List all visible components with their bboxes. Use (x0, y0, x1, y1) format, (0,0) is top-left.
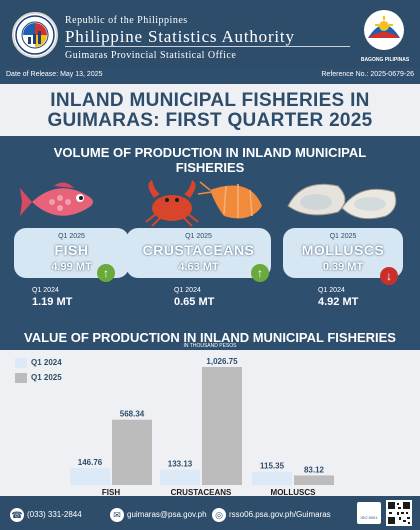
crustaceans-card: Q1 2025 CRUSTACEANS 4.63 MT (126, 228, 271, 278)
fish-prev-label: Q1 2024 (32, 287, 59, 294)
agency-block: Republic of the Philippines Philippine S… (65, 15, 295, 61)
data-label-crustaceans-q1-2024: 133.13 (168, 460, 193, 469)
fish-up-arrow-icon: ↑ (97, 264, 115, 282)
title-band: INLAND MUNICIPAL FISHERIES IN GUIMARAS: … (0, 84, 420, 136)
footer-email-text: guimaras@psa.gov.ph (127, 510, 207, 520)
agency-name: Philippine Statistics Authority (65, 27, 295, 46)
fish-card-name: FISH (54, 242, 89, 258)
crustaceans-prev-value: 0.65 MT (174, 296, 215, 308)
header-divider (65, 46, 350, 47)
volume-section: VOLUME OF PRODUCTION IN INLAND MUNICIPAL… (0, 136, 420, 326)
reference-number: Reference No.: 2025-0679-26 (321, 71, 414, 78)
main-title-line2: GUIMARAS: FIRST QUARTER 2025 (47, 110, 373, 131)
bar-fish-q1-2025 (112, 419, 152, 485)
molluscs-prev-value: 4.92 MT (318, 296, 359, 308)
molluscs-down-arrow-icon: ↓ (380, 267, 398, 285)
data-label-crustaceans-q1-2025: 1,026.75 (206, 357, 238, 366)
crustaceans-prev-label: Q1 2024 (174, 287, 201, 294)
crustaceans-up-arrow-icon: ↑ (251, 264, 269, 282)
release-bar: Date of Release: May 13, 2025 Reference … (0, 68, 420, 84)
release-date: Date of Release: May 13, 2025 (6, 71, 103, 78)
fish-prev-value: 1.19 MT (32, 296, 73, 308)
header: Republic of the Philippines Philippine S… (0, 0, 420, 68)
category-label-crustaceans: CRUSTACEANS (171, 488, 232, 496)
crustaceans-card-value: 4.63 MT (178, 261, 219, 273)
fish-card-value: 4.99 MT (51, 261, 92, 273)
fish-illustration (20, 182, 93, 216)
footer-email[interactable]: ✉ guimaras@psa.gov.ph (110, 508, 207, 522)
legend-q1-2024: Q1 2024 (15, 358, 62, 370)
molluscs-card-name: MOLLUSCS (301, 242, 385, 258)
legend-label-q1-2024: Q1 2024 (31, 358, 62, 368)
data-label-fish-q1-2024: 146.76 (78, 458, 103, 467)
iso-badge: ISO 9001 (357, 502, 381, 524)
footer-phone-text: (033) 331-2844 (27, 510, 82, 520)
psa-seal-logo (12, 12, 58, 58)
footer-web-text: rsso06.psa.gov.ph/Guimaras (229, 510, 331, 520)
value-section: VALUE OF PRODUCTION IN INLAND MUNICIPAL … (0, 326, 420, 496)
category-label-molluscs: MOLLUSCS (271, 488, 317, 496)
bagong-pilipinas-text: BAGONG PILIPINAS (360, 57, 410, 63)
data-label-fish-q1-2025: 568.34 (120, 410, 145, 419)
footer: ☎ (033) 331-2844 ✉ guimaras@psa.gov.ph ◎ rs… (0, 496, 420, 530)
bar-molluscs-q1-2025 (294, 475, 334, 485)
value-title-band: VALUE OF PRODUCTION IN INLAND MUNICIPAL … (0, 326, 420, 350)
value-subtitle: IN THOUSAND PESOS (183, 343, 237, 349)
main-title: INLAND MUNICIPAL FISHERIES IN GUIMARAS: … (0, 91, 420, 131)
email-icon: ✉ (110, 508, 124, 522)
molluscs-prev-label: Q1 2024 (318, 287, 345, 294)
molluscs-card-value: 0.39 MT (322, 261, 364, 273)
legend-swatch-q1-2025 (15, 373, 27, 383)
qr-code-icon[interactable] (386, 500, 412, 526)
bagong-pilipinas-logo (358, 8, 410, 64)
value-title: VALUE OF PRODUCTION IN INLAND MUNICIPAL … (24, 330, 396, 345)
legend-swatch-q1-2024 (15, 358, 27, 368)
crustaceans-card-name: CRUSTACEANS (142, 242, 255, 258)
footer-phone: ☎ (033) 331-2844 (10, 508, 82, 522)
bar-fish-q1-2024 (70, 468, 110, 485)
volume-title-line2: FISHERIES (175, 160, 245, 175)
iso-text: ISO 9001 (360, 515, 378, 520)
office-name: Guimaras Provincial Statistical Office (65, 50, 237, 61)
crustaceans-illustration (145, 180, 262, 227)
crustaceans-card-period: Q1 2025 (185, 233, 212, 240)
main-title-line1: INLAND MUNICIPAL FISHERIES IN (50, 90, 370, 111)
bar-crustaceans-q1-2025 (202, 367, 242, 485)
data-label-molluscs-q1-2025: 83.12 (304, 465, 325, 474)
category-label-fish: FISH (102, 488, 120, 496)
bar-crustaceans-q1-2024 (160, 469, 200, 485)
volume-title-line1: VOLUME OF PRODUCTION IN INLAND MUNICIPAL (53, 145, 367, 160)
molluscs-card-period: Q1 2025 (329, 233, 357, 240)
fish-card: Q1 2025 FISH 4.99 MT (14, 228, 129, 278)
phone-icon: ☎ (10, 508, 24, 522)
globe-icon: ◎ (212, 508, 226, 522)
volume-title: VOLUME OF PRODUCTION IN INLAND MUNICIPAL… (20, 145, 400, 175)
molluscs-illustration (287, 183, 397, 220)
data-label-molluscs-q1-2024: 115.35 (260, 462, 285, 471)
fish-card-period: Q1 2025 (58, 233, 85, 240)
footer-web[interactable]: ◎ rsso06.psa.gov.ph/Guimaras (212, 508, 331, 522)
bar-molluscs-q1-2024 (252, 471, 292, 485)
republic-label: Republic of the Philippines (65, 15, 188, 26)
value-bar-chart: 146.76 568.34 FISH 133.13 1,026.75 CRUSTACEAN… (70, 357, 334, 496)
legend-q1-2025: Q1 2025 (15, 373, 62, 385)
legend-label-q1-2025: Q1 2025 (31, 373, 62, 383)
